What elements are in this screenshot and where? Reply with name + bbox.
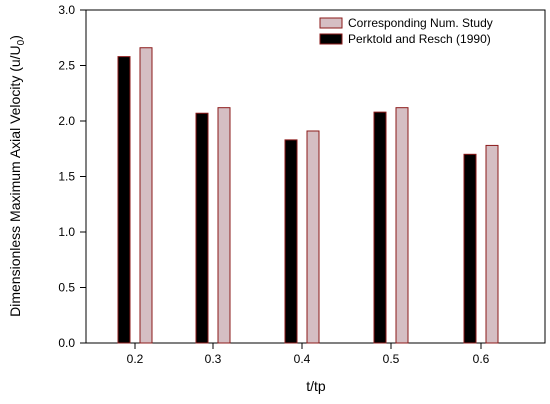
x-tick-label: 0.4 (294, 352, 311, 366)
legend: Corresponding Num. Study Perktold and Res… (319, 16, 493, 46)
y-tick-label: 0.0 (58, 336, 75, 350)
y-tick-label: 3.0 (58, 3, 75, 17)
legend-swatch (319, 33, 343, 45)
legend-label: Corresponding Num. Study (348, 16, 493, 30)
bar-series-1-0_6 (485, 144, 499, 344)
y-axis-title: Dimensionless Maximum Axial Velocity (u/… (7, 35, 27, 317)
y-axis-title-main: Dimensionless Maximum Axial Velocity (u/… (7, 45, 23, 317)
bar-series-0-0_4 (284, 139, 298, 344)
y-tick-label: 1.5 (58, 170, 75, 184)
bar-series-1-0_5 (395, 107, 409, 344)
legend-label: Perktold and Resch (1990) (348, 32, 491, 46)
bar-series-1-0_4 (306, 130, 320, 344)
bar-series-0-0_3 (195, 112, 209, 344)
x-tick-label: 0.5 (383, 352, 400, 366)
x-axis: 0.2 0.3 0.4 0.5 0.6 (127, 343, 490, 366)
y-tick-label: 1.0 (58, 225, 75, 239)
y-axis-title-subscript: 0 (16, 39, 27, 45)
x-tick-label: 0.2 (127, 352, 144, 366)
bar-series-1-0_2 (139, 47, 153, 344)
y-axis: 0.0 0.5 1.0 1.5 2.0 2.5 3.0 (58, 3, 86, 350)
x-axis-title: t/tp (306, 378, 326, 394)
bar-series-1-0_3 (217, 107, 231, 344)
x-tick-label: 0.3 (205, 352, 222, 366)
y-axis-title-end: ) (7, 35, 23, 40)
bar-series-0-0_5 (373, 111, 387, 344)
x-tick-label: 0.6 (473, 352, 490, 366)
bar-series-0-0_2 (117, 56, 131, 344)
y-tick-label: 2.5 (58, 59, 75, 73)
legend-swatch (319, 17, 343, 29)
y-tick-label: 0.5 (58, 281, 75, 295)
y-tick-label: 2.0 (58, 114, 75, 128)
bar-series-0-0_6 (463, 153, 477, 344)
bars-group (117, 47, 499, 344)
